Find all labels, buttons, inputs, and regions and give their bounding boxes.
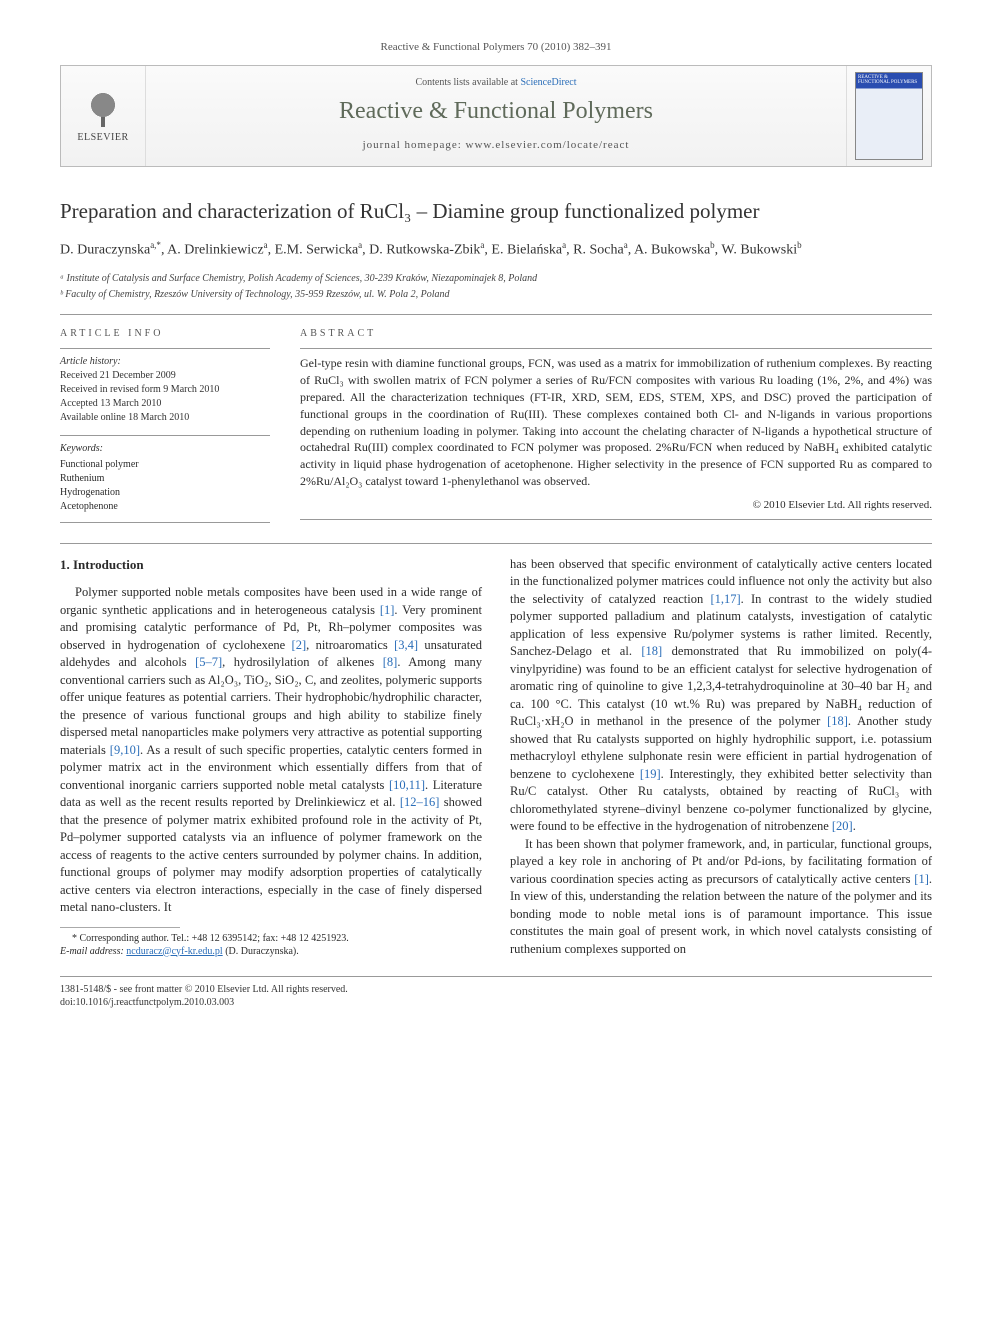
journal-name: Reactive & Functional Polymers (154, 95, 838, 127)
meta-row: ARTICLE INFO Article history: Received 2… (60, 327, 932, 523)
email-author-name: (D. Duraczynska). (225, 946, 299, 957)
keywords-list: Functional polymer Ruthenium Hydrogenati… (60, 458, 270, 514)
authors-line: D. Duraczynskaa,*, A. Drelinkiewicza, E.… (60, 239, 932, 261)
divider (60, 522, 270, 523)
corr-email-line: E-mail address: ncduracz@cyf-kr.edu.pl (… (60, 945, 482, 958)
keyword-item: Ruthenium (60, 472, 270, 486)
divider (60, 543, 932, 544)
article-info-label: ARTICLE INFO (60, 327, 270, 341)
section-heading-intro: 1. Introduction (60, 556, 482, 574)
divider (60, 927, 180, 928)
cover-thumbnail: REACTIVE & FUNCTIONAL POLYMERS (846, 66, 931, 166)
footer-left: 1381-5148/$ - see front matter © 2010 El… (60, 983, 932, 1009)
doi-line: doi:10.1016/j.reactfunctpolym.2010.03.00… (60, 996, 932, 1009)
elsevier-tree-icon (83, 87, 123, 127)
cover-label: REACTIVE & FUNCTIONAL POLYMERS (858, 75, 920, 85)
divider (60, 348, 270, 349)
body-columns: 1. Introduction Polymer supported noble … (60, 556, 932, 959)
abstract-text: Gel-type resin with diamine functional g… (300, 355, 932, 489)
affiliation-b: ᵇ Faculty of Chemistry, Rzeszów Universi… (60, 287, 932, 302)
journal-header: ELSEVIER Contents lists available at Sci… (60, 65, 932, 167)
article-history: Article history: Received 21 December 20… (60, 355, 270, 425)
divider (300, 348, 932, 349)
citation-line: Reactive & Functional Polymers 70 (2010)… (60, 40, 932, 55)
article-title: Preparation and characterization of RuCl… (60, 197, 932, 225)
email-link[interactable]: ncduracz@cyf-kr.edu.pl (126, 946, 222, 957)
abstract-label: ABSTRACT (300, 327, 932, 341)
cover-image: REACTIVE & FUNCTIONAL POLYMERS (855, 72, 923, 160)
history-accepted: Accepted 13 March 2010 (60, 397, 270, 411)
corr-phone-line: * Corresponding author. Tel.: +48 12 639… (60, 932, 482, 945)
history-revised: Received in revised form 9 March 2010 (60, 383, 270, 397)
keyword-item: Hydrogenation (60, 486, 270, 500)
contents-line: Contents lists available at ScienceDirec… (154, 76, 838, 90)
corresponding-author-note: * Corresponding author. Tel.: +48 12 639… (60, 927, 482, 958)
keyword-item: Acetophenone (60, 500, 270, 514)
keywords-block: Keywords: Functional polymer Ruthenium H… (60, 442, 270, 514)
history-received: Received 21 December 2009 (60, 369, 270, 383)
contents-prefix: Contents lists available at (415, 77, 520, 88)
intro-paragraph: has been observed that specific environm… (510, 556, 932, 836)
affiliation-a: ᵃ Institute of Catalysis and Surface Che… (60, 271, 932, 286)
divider (60, 435, 270, 436)
article-info-column: ARTICLE INFO Article history: Received 2… (60, 327, 270, 523)
divider (60, 314, 932, 315)
intro-paragraph: Polymer supported noble metals composite… (60, 584, 482, 917)
sciencedirect-link[interactable]: ScienceDirect (520, 77, 576, 88)
divider (300, 519, 932, 520)
journal-homepage: journal homepage: www.elsevier.com/locat… (154, 138, 838, 153)
history-title: Article history: (60, 355, 270, 369)
affiliations: ᵃ Institute of Catalysis and Surface Che… (60, 271, 932, 302)
keyword-item: Functional polymer (60, 458, 270, 472)
abstract-column: ABSTRACT Gel-type resin with diamine fun… (300, 327, 932, 523)
keywords-title: Keywords: (60, 442, 270, 456)
history-online: Available online 18 March 2010 (60, 411, 270, 425)
copyright-line: © 2010 Elsevier Ltd. All rights reserved… (300, 498, 932, 513)
publisher-logo: ELSEVIER (61, 66, 146, 166)
header-center: Contents lists available at ScienceDirec… (146, 66, 846, 166)
intro-paragraph: It has been shown that polymer framework… (510, 836, 932, 959)
issn-line: 1381-5148/$ - see front matter © 2010 El… (60, 983, 932, 996)
footer: 1381-5148/$ - see front matter © 2010 El… (60, 976, 932, 1009)
email-label: E-mail address: (60, 946, 124, 957)
publisher-name: ELSEVIER (77, 131, 128, 145)
